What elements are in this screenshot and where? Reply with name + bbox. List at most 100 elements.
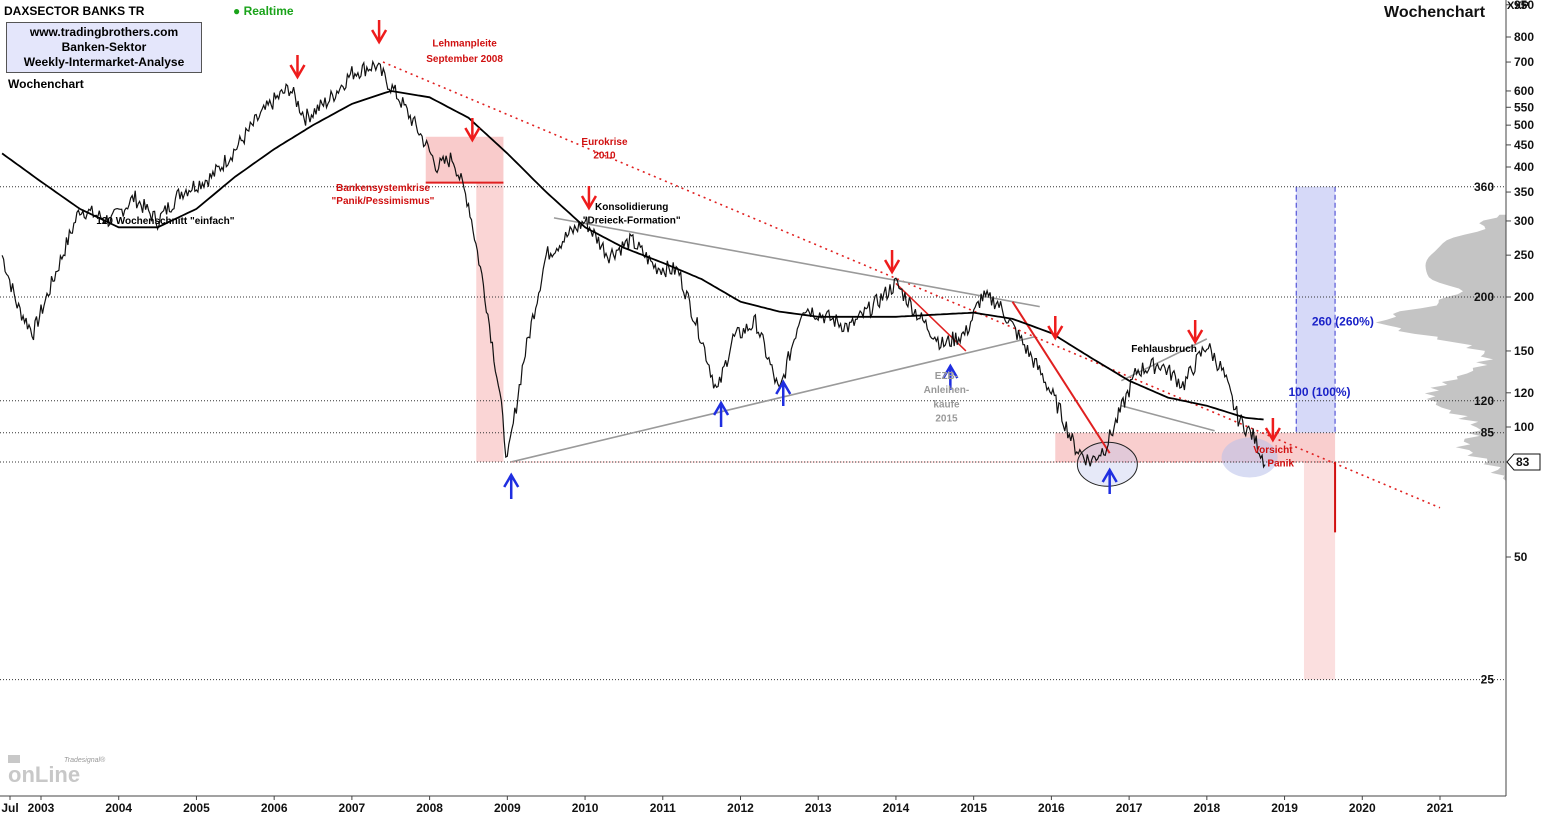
realtime-indicator: ● Realtime — [233, 4, 294, 18]
trendline-layer — [382, 61, 1441, 509]
annotation-2: Eurokrise — [581, 137, 628, 148]
blue-up-arrow-3 — [942, 363, 959, 390]
annotation-16: 260 (260%) — [1312, 314, 1374, 328]
info-line-sector: Banken-Sektor — [61, 40, 147, 54]
annotation-4: Bankensystemkrise — [336, 183, 430, 194]
y-tick-label-350: 350 — [1514, 185, 1534, 199]
y-tick-label-250: 250 — [1514, 248, 1534, 262]
red-down-arrow-head — [464, 127, 481, 143]
y-tick-label-100: 100 — [1514, 420, 1534, 434]
resistance-line — [382, 61, 1441, 509]
y-tick-label-200: 200 — [1514, 290, 1534, 304]
x-tick-label-2019: 2019 — [1271, 801, 1298, 815]
grid-layer: 360 200 120 85 25 — [0, 180, 1506, 687]
y-tick-label-50: 50 — [1514, 550, 1528, 564]
annotation-11: käufe — [933, 399, 960, 410]
red-down-arrow-head — [371, 29, 388, 45]
zone-support — [1055, 432, 1336, 462]
x-tick-label-2003: 2003 — [28, 801, 55, 815]
annotation-15: Panik — [1267, 459, 1294, 470]
y-tick-label-600: 600 — [1514, 84, 1534, 98]
info-line-analysis: Weekly-Intermarket-Analyse — [23, 55, 185, 69]
x-tick-label-2017: 2017 — [1116, 801, 1143, 815]
x-tick-label-2016: 2016 — [1038, 801, 1065, 815]
x-tick-label-2013: 2013 — [805, 801, 832, 815]
zone-target-up — [1296, 186, 1336, 433]
red-down-arrow-head — [1047, 325, 1064, 341]
y-tick-label-700: 700 — [1514, 55, 1534, 69]
red-down-arrow-7 — [1264, 418, 1281, 443]
x-tick-label-2005: 2005 — [183, 801, 210, 815]
arrow-layer — [289, 20, 1281, 499]
red-down-arrow-head — [289, 64, 306, 80]
logo-small-text: Tradesignal® — [64, 756, 106, 764]
tradesignal-logo: Tradesignal® onLine — [8, 755, 106, 785]
zone-2008-drop — [476, 182, 504, 462]
annotation-8: "Dreieck-Formation" — [583, 215, 681, 226]
annotation-9: EZB- — [935, 371, 958, 382]
subtitle-right: Wochenchart — [1384, 4, 1486, 21]
subtitle-left: Wochenchart — [8, 77, 84, 91]
y-tick-label-500: 500 — [1514, 118, 1534, 132]
hline-label-360: 360 — [1474, 180, 1494, 194]
y-tick-label-550: 550 — [1514, 100, 1534, 114]
x-tick-label-2020: 2020 — [1349, 801, 1376, 815]
x-tick-label-2021: 2021 — [1427, 801, 1454, 815]
annotation-5: "Panik/Pessimismus" — [332, 196, 435, 207]
x-tick-label-2014: 2014 — [883, 801, 910, 815]
axis-unit-label: XXP — [1507, 0, 1530, 12]
chart-title: DAXSECTOR BANKS TR — [4, 4, 145, 18]
annotation-14: Vorsicht — [1253, 445, 1293, 456]
red-down-arrow-6 — [1187, 320, 1204, 345]
blue-up-arrow-head — [775, 379, 792, 395]
y-axis-background — [1506, 0, 1547, 817]
annotation-6: 120 Wochenschnitt "einfach" — [96, 216, 234, 227]
blue-up-arrow-0 — [503, 472, 520, 499]
annotation-3: 2010 — [593, 151, 616, 162]
x-tick-label-2018: 2018 — [1193, 801, 1220, 815]
x-tick-label-2010: 2010 — [572, 801, 599, 815]
red-down-arrow-5 — [1047, 316, 1064, 341]
red-down-arrow-head — [1264, 427, 1281, 443]
hline-label-25: 25 — [1481, 673, 1495, 687]
drop-line-2014 — [895, 282, 967, 352]
annotation-0: Lehmanpleite — [432, 39, 497, 50]
red-down-arrow-2 — [464, 118, 481, 143]
blue-up-arrow-head — [1101, 467, 1118, 483]
red-down-arrow-4 — [883, 250, 901, 275]
zone-target-down — [1303, 461, 1336, 680]
x-tick-label-2011: 2011 — [650, 801, 676, 815]
x-tick-label-2008: 2008 — [416, 801, 443, 815]
hline-label-85: 85 — [1481, 426, 1495, 440]
red-down-arrow-head — [1187, 329, 1204, 345]
x-tick-label-2012: 2012 — [727, 801, 754, 815]
flag-upper — [1120, 338, 1208, 382]
annotation-12: 2015 — [935, 413, 958, 424]
red-down-arrow-head — [883, 259, 901, 275]
y-tick-label-400: 400 — [1514, 160, 1534, 174]
annotation-17: 100 (100%) — [1289, 385, 1351, 399]
annotation-layer: Lehmanpleite September 2008 Eurokrise 2010 B… — [96, 39, 1374, 470]
annotation-13: Fehlausbruch — [1131, 344, 1197, 355]
triangle-upper — [553, 217, 1040, 308]
price-line — [1, 59, 1266, 469]
y-tick-label-450: 450 — [1514, 138, 1534, 152]
info-box: www.tradingbrothers.com Banken-Sektor We… — [6, 22, 202, 73]
blue-up-arrow-1 — [712, 400, 730, 427]
blue-up-arrow-4 — [1101, 467, 1118, 494]
bottom-ellipse-2018 — [1221, 437, 1278, 478]
x-tick-label-Jul: Jul — [1, 801, 18, 815]
y-tick-label-800: 800 — [1514, 30, 1534, 44]
y-tick-label-120: 120 — [1514, 386, 1534, 400]
x-tick-label-2007: 2007 — [339, 801, 366, 815]
hline-label-200: 200 — [1474, 290, 1494, 304]
annotation-1: September 2008 — [426, 54, 503, 65]
info-line-website: www.tradingbrothers.com — [29, 25, 179, 39]
y-tick-label-150: 150 — [1514, 344, 1534, 358]
red-down-arrow-3 — [580, 186, 598, 211]
x-tick-label-2004: 2004 — [105, 801, 132, 815]
y-tick-label-300: 300 — [1514, 214, 1534, 228]
